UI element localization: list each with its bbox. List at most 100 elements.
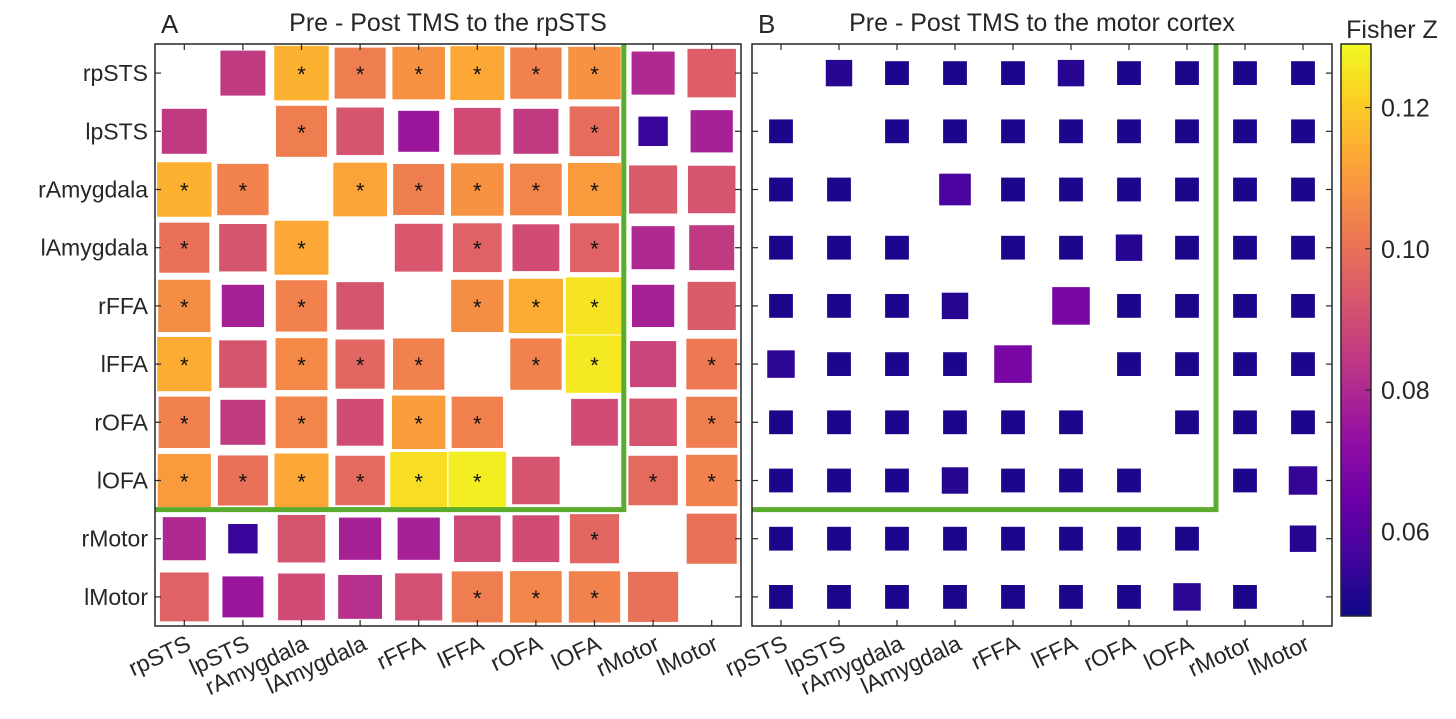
significance-star: *: [297, 470, 306, 495]
significance-star: *: [590, 62, 599, 87]
cell-rFFA-rMotor: [631, 284, 675, 328]
cell-rFFA-lFFA: [1052, 287, 1090, 325]
x-tick-label: rFFA: [967, 630, 1024, 675]
significance-star: *: [180, 295, 189, 320]
cell-rMotor-lMotor: [686, 513, 737, 564]
cell-rpSTS-rOFA: [1117, 61, 1141, 85]
cell-lFFA-rOFA: [1117, 352, 1141, 376]
significance-star: *: [297, 295, 306, 320]
cell-rFFA-lOFA: [565, 277, 624, 335]
significance-star: *: [180, 237, 189, 262]
significance-star: *: [356, 470, 365, 495]
cell-rOFA-lAmygdala: [943, 410, 967, 435]
cell-rFFA-rOFA: [508, 278, 564, 334]
cell-lpSTS-rFFA: [398, 110, 440, 152]
significance-star: *: [707, 411, 716, 436]
cell-lOFA-rFFA: [390, 452, 448, 509]
cell-lFFA-rAmygdala: [275, 338, 328, 391]
cell-lAmygdala-rAmygdala: [885, 235, 909, 260]
cell-rFFA-rOFA: [1117, 294, 1141, 318]
cell-lAmygdala-rOFA: [512, 224, 560, 272]
cell-lMotor-lAmygdala: [943, 585, 967, 609]
cell-lMotor-lAmygdala: [338, 574, 383, 619]
cell-rFFA-rAmygdala: [275, 280, 328, 332]
cell-lMotor-rFFA: [395, 573, 443, 621]
cell-rFFA-rAmygdala: [885, 294, 909, 318]
significance-star: *: [414, 62, 423, 87]
cell-lpSTS-rAmygdala: [885, 119, 909, 144]
significance-star: *: [532, 586, 541, 611]
cell-lOFA-rOFA: [512, 456, 560, 505]
cell-rAmygdala-rMotor: [1233, 177, 1257, 202]
cell-lAmygdala-lOFA: [1175, 235, 1199, 260]
cell-rMotor-lpSTS: [228, 523, 258, 554]
colorbar-tick-label: 0.12: [1381, 95, 1430, 123]
cell-lMotor-rpSTS: [159, 572, 209, 622]
cell-lFFA-lpSTS: [827, 352, 851, 376]
cell-lMotor-rMotor: [628, 571, 679, 622]
cell-lAmygdala-lFFA: [1059, 235, 1083, 260]
cell-lOFA-rMotor: [1233, 468, 1257, 493]
significance-star: *: [414, 470, 423, 495]
cell-lOFA-lpSTS: [827, 468, 851, 493]
cell-rAmygdala-lpSTS: [827, 177, 851, 202]
cell-rAmygdala-lOFA: [1175, 177, 1199, 202]
cell-lFFA-lMotor: [1291, 352, 1315, 376]
cell-lOFA-rAmygdala: [274, 453, 329, 508]
panel-a: * * * * * * * * * * * * * * * * * * * * * * * * * * * * * * * * * * * * * * * *…: [38, 9, 742, 700]
cell-lMotor-lFFA: [1059, 585, 1083, 609]
cell-rOFA-lAmygdala: [336, 398, 384, 446]
significance-star: *: [532, 353, 541, 378]
cell-lpSTS-lAmygdala: [943, 119, 967, 144]
significance-star: *: [180, 179, 189, 204]
cell-rFFA-rpSTS: [769, 294, 793, 318]
cell-rAmygdala-lpSTS: [217, 163, 269, 216]
significance-star: *: [414, 179, 423, 204]
cell-lpSTS-lFFA: [1059, 119, 1083, 144]
cell-lMotor-rFFA: [1001, 585, 1025, 609]
cell-rAmygdala-lFFA: [1059, 177, 1083, 202]
significance-star: *: [473, 237, 482, 262]
cell-rOFA-rFFA: [392, 395, 446, 449]
cell-lOFA-lAmygdala: [335, 455, 385, 506]
cell-rpSTS-lFFA: [1057, 59, 1085, 87]
x-tick-label: rFFA: [373, 630, 430, 675]
colorbar-tick-label: 0.06: [1381, 518, 1430, 546]
cell-rpSTS-rMotor: [1233, 61, 1257, 85]
cell-rMotor-rpSTS: [162, 517, 206, 561]
y-tick-label: lFFA: [101, 351, 149, 377]
cell-lMotor-rOFA: [1117, 585, 1141, 609]
cell-rMotor-rpSTS: [769, 526, 793, 551]
cell-lAmygdala-lFFA: [452, 223, 502, 273]
cell-lAmygdala-rFFA: [394, 223, 443, 272]
cell-lOFA-rOFA: [1117, 468, 1141, 493]
cell-rAmygdala-lAmygdala: [333, 162, 387, 217]
cell-lFFA-rpSTS: [157, 336, 212, 392]
cell-rAmygdala-rOFA: [510, 163, 562, 216]
cell-rpSTS-lAmygdala: [943, 61, 967, 85]
cell-lpSTS-rOFA: [1117, 119, 1141, 144]
significance-star: *: [707, 470, 716, 495]
significance-star: *: [473, 295, 482, 320]
cell-rOFA-lFFA: [1059, 410, 1083, 435]
cell-lAmygdala-lpSTS: [827, 235, 851, 260]
x-tick-label: rOFA: [1079, 630, 1139, 677]
cell-rOFA-rAmygdala: [275, 396, 328, 449]
cell-lAmygdala-rAmygdala: [274, 220, 329, 275]
y-tick-label: lpSTS: [85, 118, 148, 144]
cell-lOFA-rAmygdala: [885, 468, 909, 493]
significance-star: *: [473, 470, 482, 495]
cell-lpSTS-rMotor: [1233, 119, 1257, 144]
cell-lMotor-lOFA: [568, 571, 621, 623]
significance-star: *: [532, 295, 541, 320]
cell-lFFA-rAmygdala: [885, 352, 909, 376]
cell-lAmygdala-rMotor: [1233, 235, 1257, 260]
cell-rMotor-lOFA: [1175, 526, 1199, 551]
cell-lOFA-lMotor: [686, 454, 738, 507]
cell-rMotor-lAmygdala: [338, 517, 382, 560]
cell-rMotor-lpSTS: [827, 526, 851, 551]
significance-star: *: [473, 411, 482, 436]
cell-rMotor-lAmygdala: [943, 526, 967, 551]
colorbar-tick-label: 0.08: [1381, 377, 1430, 405]
